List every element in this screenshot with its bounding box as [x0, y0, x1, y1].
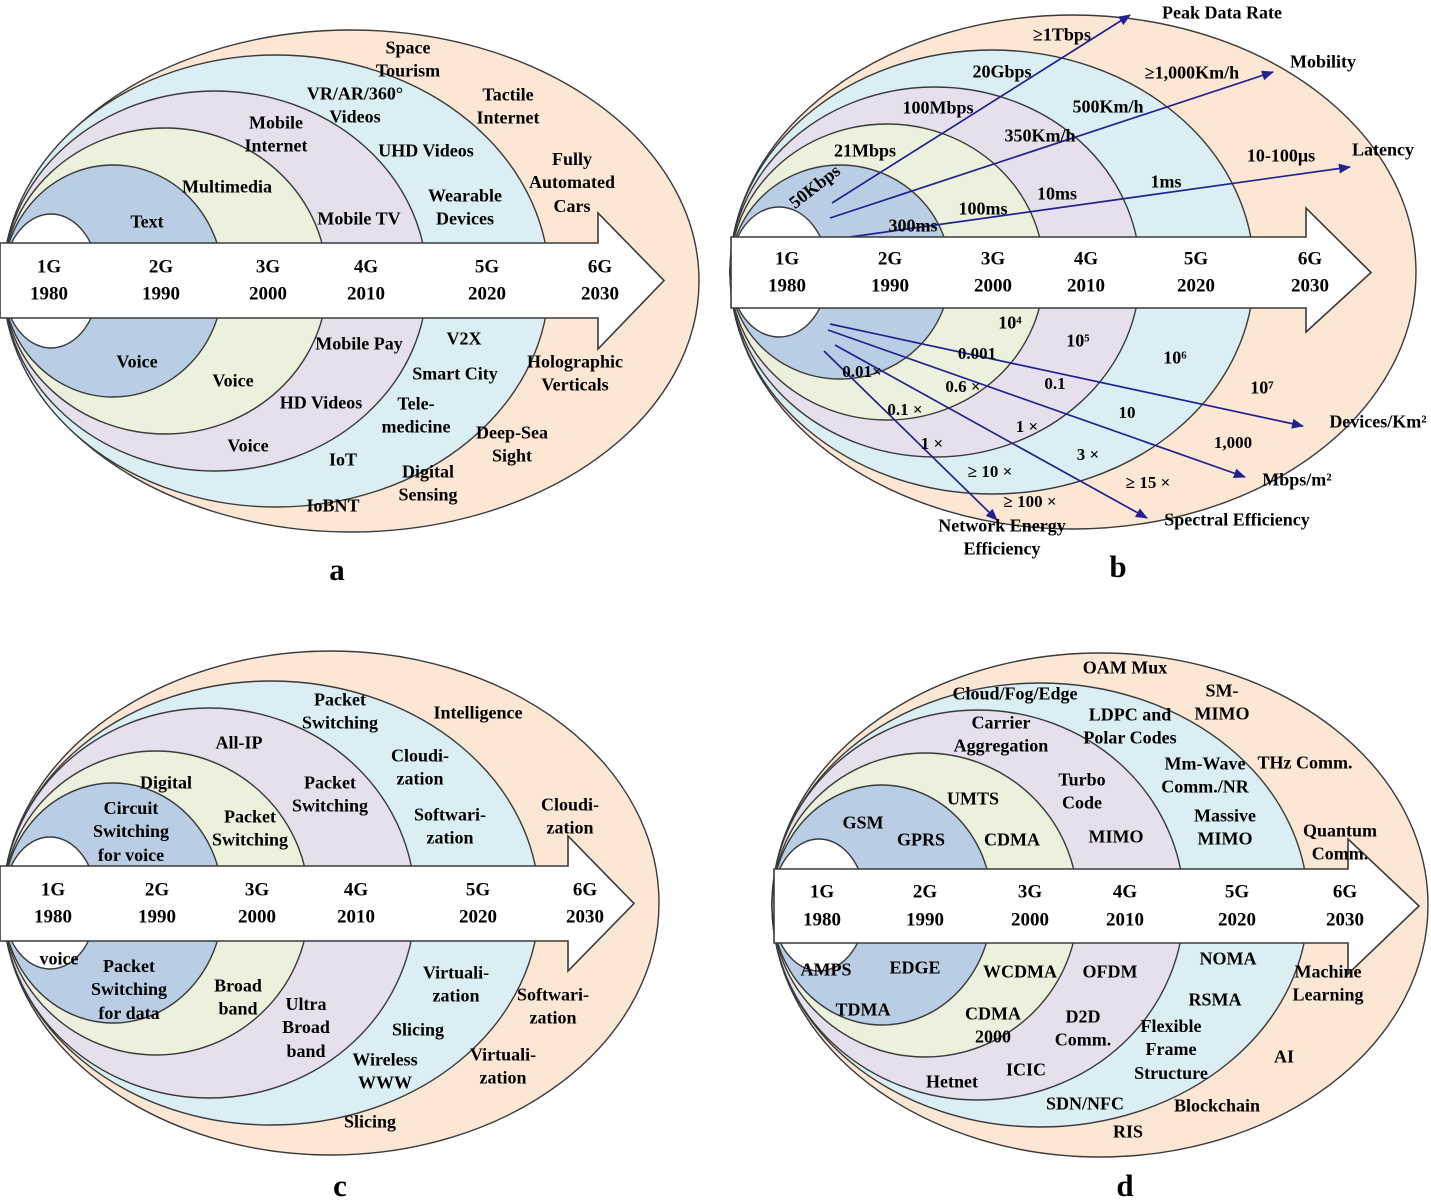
- panel-b-axis-line-latency: [849, 163, 1351, 238]
- panel-a-timeline-arrow: [0, 211, 666, 351]
- panel-b-axis-line-peak-data-rate: [831, 14, 1131, 204]
- panel-b-axis-line-network-energy-efficiency: [823, 350, 998, 521]
- panel-b-axis-line-spectral-efficiency: [834, 344, 1148, 519]
- panel-c-timeline-arrow: [0, 834, 636, 973]
- panel-b-timeline-arrow: [730, 206, 1373, 334]
- panel-b-axis-line-devices-per-km2: [829, 323, 1304, 429]
- panel-b-axis-line-mobility: [829, 70, 1274, 219]
- panel-b-axis-line-mbps-per-m2: [827, 329, 1246, 479]
- panel-d-timeline-arrow: [773, 837, 1421, 976]
